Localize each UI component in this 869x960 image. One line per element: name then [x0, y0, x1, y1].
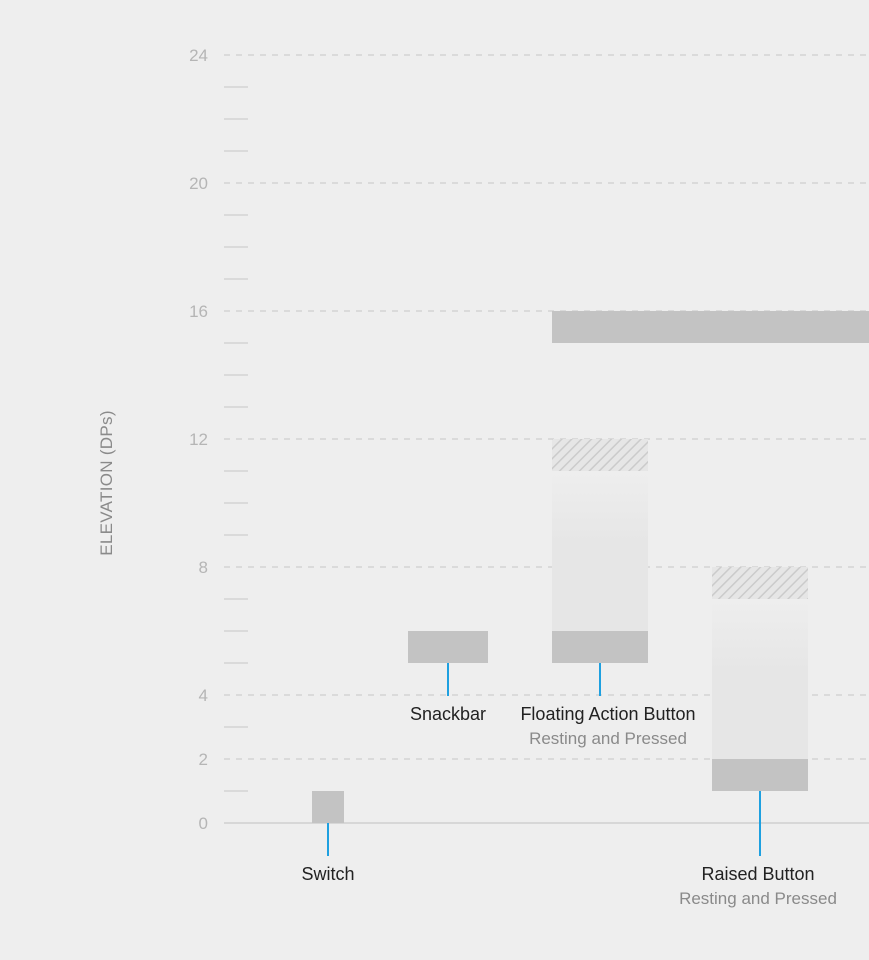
switch-label: Switch	[301, 864, 354, 884]
cutoff-resting-bar	[552, 311, 869, 343]
bars	[312, 311, 869, 823]
y-tick-label-4: 4	[199, 686, 208, 705]
labels: Switch Snackbar Floating Action Button Rest…	[301, 704, 836, 908]
raised-resting-bar	[712, 759, 808, 791]
snackbar-resting-bar	[408, 631, 488, 663]
raised-pressed-range	[712, 599, 808, 759]
pressed-ranges	[552, 439, 808, 759]
fab-sublabel: Resting and Pressed	[529, 729, 687, 748]
y-tick-label-20: 20	[189, 174, 208, 193]
fab-pressed-bar	[552, 439, 648, 471]
fab-label: Floating Action Button	[520, 704, 695, 724]
switch-resting-bar	[312, 791, 344, 823]
raised-label: Raised Button	[701, 864, 814, 884]
y-tick-label-0: 0	[199, 814, 208, 833]
snackbar-label: Snackbar	[410, 704, 486, 724]
fab-pressed-range	[552, 471, 648, 631]
raised-pressed-bar	[712, 567, 808, 599]
raised-sublabel: Resting and Pressed	[679, 889, 837, 908]
y-tick-label-2: 2	[199, 750, 208, 769]
y-tick-label-16: 16	[189, 302, 208, 321]
minor-ticks	[224, 86, 248, 792]
connectors	[327, 663, 761, 856]
y-tick-label-24: 24	[189, 46, 208, 65]
y-tick-label-12: 12	[189, 430, 208, 449]
y-tick-label-8: 8	[199, 558, 208, 577]
y-axis-label: ELEVATION (DPs)	[97, 410, 116, 556]
fab-resting-bar	[552, 631, 648, 663]
